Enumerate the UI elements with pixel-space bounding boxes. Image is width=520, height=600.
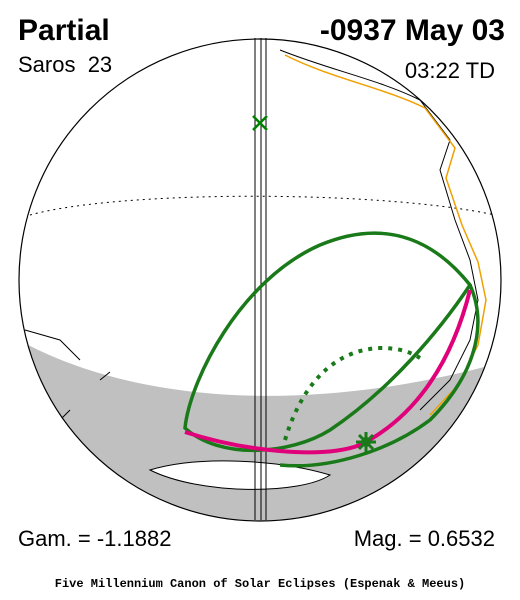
credit: Five Millennium Canon of Solar Eclipses …: [55, 577, 465, 591]
antarctica: [148, 460, 332, 490]
eclipse-type: Partial: [18, 14, 110, 47]
border: [284, 54, 487, 416]
time: 03:22 TD: [405, 58, 495, 83]
eclipse-limit: [184, 289, 472, 455]
gamma: Gam. = -1.1882: [18, 526, 171, 551]
magnitude: Mag. = 0.6532: [354, 526, 495, 551]
saros: Saros 23: [18, 52, 112, 77]
greatest-eclipse-marker: [252, 115, 268, 131]
coastline: [279, 49, 479, 411]
globe-outline: [18, 38, 502, 522]
greatest-eclipse-point: [356, 432, 376, 452]
eclipse-date: -0937 May 03: [320, 14, 505, 47]
penumbra-limit: [279, 284, 480, 468]
penumbra-limit: [183, 231, 473, 453]
